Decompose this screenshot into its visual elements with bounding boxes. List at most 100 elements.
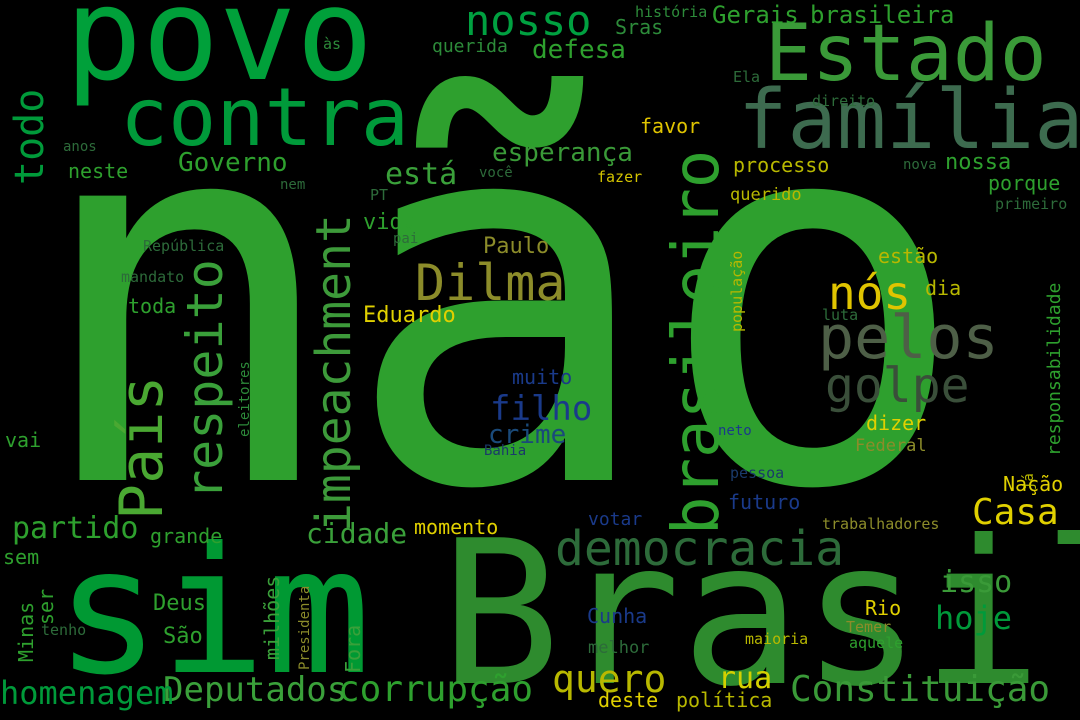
- word-sim: sim: [55, 511, 372, 714]
- word-ela: Ela: [733, 68, 761, 86]
- word-estado: Estado: [765, 9, 1047, 99]
- word-federal: Federal: [855, 436, 927, 456]
- word-deus: Deus: [153, 591, 206, 616]
- word-povo: povo: [65, 0, 374, 110]
- word-cidade: cidade: [306, 517, 408, 550]
- word-brasil: Brasil: [440, 498, 1080, 720]
- word-processo: processo: [733, 153, 830, 177]
- word-pelos: pelos: [818, 303, 999, 373]
- word-sem: sem: [3, 545, 40, 569]
- word-impeachment: impeachment: [306, 214, 362, 532]
- word-familia: família: [738, 73, 1080, 168]
- word-contra: contra: [120, 71, 409, 164]
- word-esperanca: esperança: [492, 138, 633, 168]
- word-populacao: população: [728, 250, 746, 332]
- word-esta: está: [385, 157, 458, 192]
- word-deputados: Deputados: [163, 670, 348, 710]
- word-primeiro: primeiro: [995, 195, 1068, 213]
- word-constituicao: Constituição: [790, 669, 1051, 710]
- word-vida: vida: [363, 210, 416, 235]
- word-pt: PT: [370, 186, 389, 204]
- word-momento: momento: [414, 515, 499, 539]
- word-historia: história: [635, 3, 708, 21]
- word-democracia: democracia: [555, 521, 844, 577]
- word-maioria: maioria: [745, 630, 809, 648]
- word-rio: Rio: [865, 596, 902, 620]
- word-nacao: Nação: [1003, 472, 1064, 496]
- word-governo: Governo: [178, 148, 288, 178]
- word-responsabilidade: responsabilidade: [1044, 282, 1065, 456]
- word-politica: política: [676, 688, 773, 712]
- word-direito: direito: [812, 92, 876, 110]
- word-porque: porque: [988, 171, 1061, 195]
- word-neste: neste: [68, 159, 129, 183]
- word-dia: dia: [925, 276, 962, 300]
- word-as: às: [323, 35, 342, 53]
- word-casa: Casa: [972, 492, 1059, 533]
- word-nova: nova: [903, 157, 937, 173]
- word-pessoa: pessoa: [730, 464, 785, 482]
- word-nosso: nosso: [465, 0, 592, 45]
- word-nossa: nossa: [945, 150, 1012, 175]
- word-gerais: Gerais: [712, 1, 799, 29]
- word-mandato: mandato: [121, 268, 185, 286]
- word-toda: toda: [128, 294, 177, 318]
- word-corrupcao: corrupção: [338, 669, 534, 710]
- word-muito: muito: [512, 365, 573, 389]
- word-minas: Minas: [14, 601, 38, 662]
- word-melhor: melhor: [588, 638, 650, 658]
- word-neto: neto: [718, 423, 752, 439]
- word-pais: País: [107, 375, 177, 521]
- word-voce: você: [479, 165, 513, 181]
- word-fora: Fora: [341, 624, 365, 673]
- word-cunha: Cunha: [587, 604, 648, 628]
- word-todo: todo: [7, 88, 53, 185]
- word-pai: pai: [393, 231, 419, 247]
- word-republica: República: [143, 237, 225, 255]
- word-anos: anos: [63, 139, 97, 155]
- word-bahia: Bahia: [484, 443, 527, 459]
- word-sao: São: [163, 624, 203, 649]
- word-fazer: fazer: [597, 168, 643, 186]
- word-quero: quero: [552, 657, 667, 701]
- word-nos: nós: [828, 266, 912, 320]
- word-presidenta: Presidenta: [297, 585, 313, 670]
- word-estao: estão: [878, 244, 939, 268]
- word-eleitores: eleitores: [237, 361, 253, 437]
- word-vai: vai: [5, 428, 42, 452]
- word-filho: filho: [490, 389, 593, 429]
- word-tenho: tenho: [41, 621, 87, 639]
- word-grande: grande: [150, 524, 223, 548]
- word-votar: votar: [588, 509, 643, 530]
- word-luta: luta: [822, 306, 859, 324]
- word-querido: querido: [730, 185, 802, 205]
- word-favor: favor: [640, 114, 701, 138]
- word-partido: partido: [12, 511, 139, 546]
- word-golpe: golpe: [825, 358, 970, 414]
- word-defesa: defesa: [532, 35, 626, 65]
- word-brasileira: brasileira: [810, 1, 955, 29]
- word-ja: já: [1021, 473, 1037, 490]
- word-milhoes: milhões: [260, 575, 284, 660]
- word-futuro: futuro: [728, 490, 801, 514]
- word-dizer: dizer: [866, 411, 927, 435]
- word-isso: isso: [940, 565, 1013, 600]
- word-hoje: hoje: [935, 599, 1013, 637]
- word-nao: não: [30, 0, 970, 603]
- word-rua: rua: [718, 661, 773, 696]
- word-paulo: Paulo: [483, 234, 550, 259]
- word-querida: querida: [432, 36, 508, 57]
- word-temer: Temer: [846, 618, 892, 636]
- word-dilma: Dilma: [415, 254, 566, 312]
- word-nem: nem: [280, 177, 306, 193]
- word-sras: Sras: [615, 15, 664, 39]
- word-aquele: aquele: [849, 634, 904, 652]
- word-homenagem: homenagem: [0, 674, 174, 712]
- word-respeito: respeito: [176, 259, 234, 500]
- word-eduardo: Eduardo: [363, 303, 456, 328]
- word-deste: deste: [598, 688, 659, 712]
- word-ser: ser: [34, 588, 58, 625]
- word-brasileiro: brasileiro: [660, 149, 734, 535]
- word-crime: crime: [488, 420, 567, 450]
